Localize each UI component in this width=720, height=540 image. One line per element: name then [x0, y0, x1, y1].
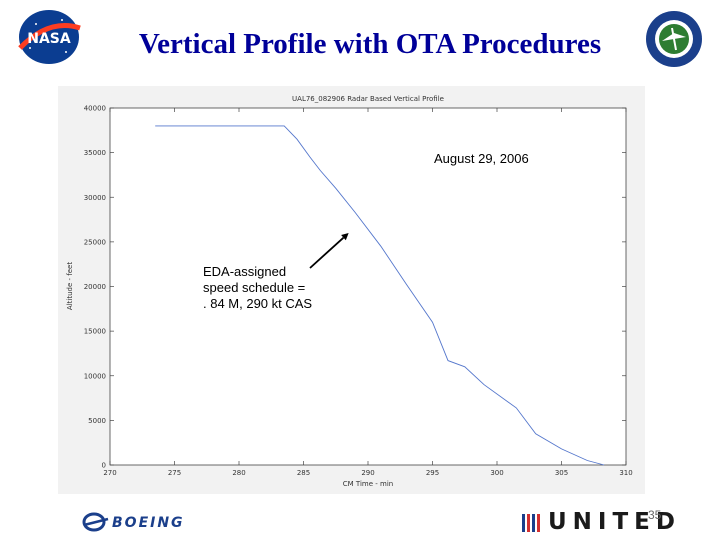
y-tick-label: 40000 [84, 105, 106, 113]
x-tick-label: 280 [232, 469, 245, 477]
x-tick-label: 275 [168, 469, 181, 477]
x-tick-label: 300 [490, 469, 503, 477]
united-wordmark: UNITED [548, 509, 681, 535]
slide-title: Vertical Profile with OTA Procedures [138, 28, 602, 60]
x-axis: 270 275 280 285 290 295 300 305 310 [103, 108, 633, 477]
svg-text:NASA: NASA [27, 31, 71, 47]
x-tick-label: 290 [361, 469, 374, 477]
boeing-logo: BOEING [82, 512, 185, 532]
y-tick-label: 30000 [84, 194, 106, 202]
annotation-line: EDA-assigned [203, 264, 287, 279]
x-tick-label: 305 [555, 469, 568, 477]
speed-schedule-annotation: EDA-assigned speed schedule = . 84 M, 29… [203, 264, 333, 312]
x-tick-label: 310 [619, 469, 632, 477]
united-logo [522, 514, 540, 532]
y-tick-label: 15000 [84, 328, 106, 336]
y-axis-label: Altitude - feet [66, 262, 74, 310]
annotation-arrowhead [341, 232, 349, 241]
x-tick-label: 295 [426, 469, 439, 477]
annotation-arrow [309, 236, 345, 269]
x-axis-label: CM Time - min [343, 480, 393, 488]
annotation-line: speed schedule = [203, 280, 306, 295]
boeing-wordmark: BOEING [112, 515, 185, 531]
altitude-series-line [155, 125, 605, 466]
vertical-profile-chart: UAL76_082906 Radar Based Vertical Profil… [66, 95, 633, 488]
date-annotation: August 29, 2006 [434, 151, 529, 166]
chart-title: UAL76_082906 Radar Based Vertical Profil… [292, 95, 444, 103]
faa-logo [646, 11, 702, 67]
y-axis: 0 5000 10000 15000 20000 25000 30000 35000 40000 [84, 105, 626, 470]
y-tick-label: 35000 [84, 149, 106, 157]
y-tick-label: 10000 [84, 372, 106, 380]
nasa-logo: NASA [18, 10, 81, 64]
y-tick-label: 0 [102, 462, 106, 470]
y-tick-label: 25000 [84, 238, 106, 246]
slide-number: 35 [648, 508, 662, 522]
y-tick-label: 5000 [88, 417, 106, 425]
x-tick-label: 285 [297, 469, 310, 477]
x-tick-label: 270 [103, 469, 116, 477]
plot-area [109, 107, 627, 466]
y-tick-label: 20000 [84, 283, 106, 291]
annotation-line: . 84 M, 290 kt CAS [203, 296, 313, 311]
